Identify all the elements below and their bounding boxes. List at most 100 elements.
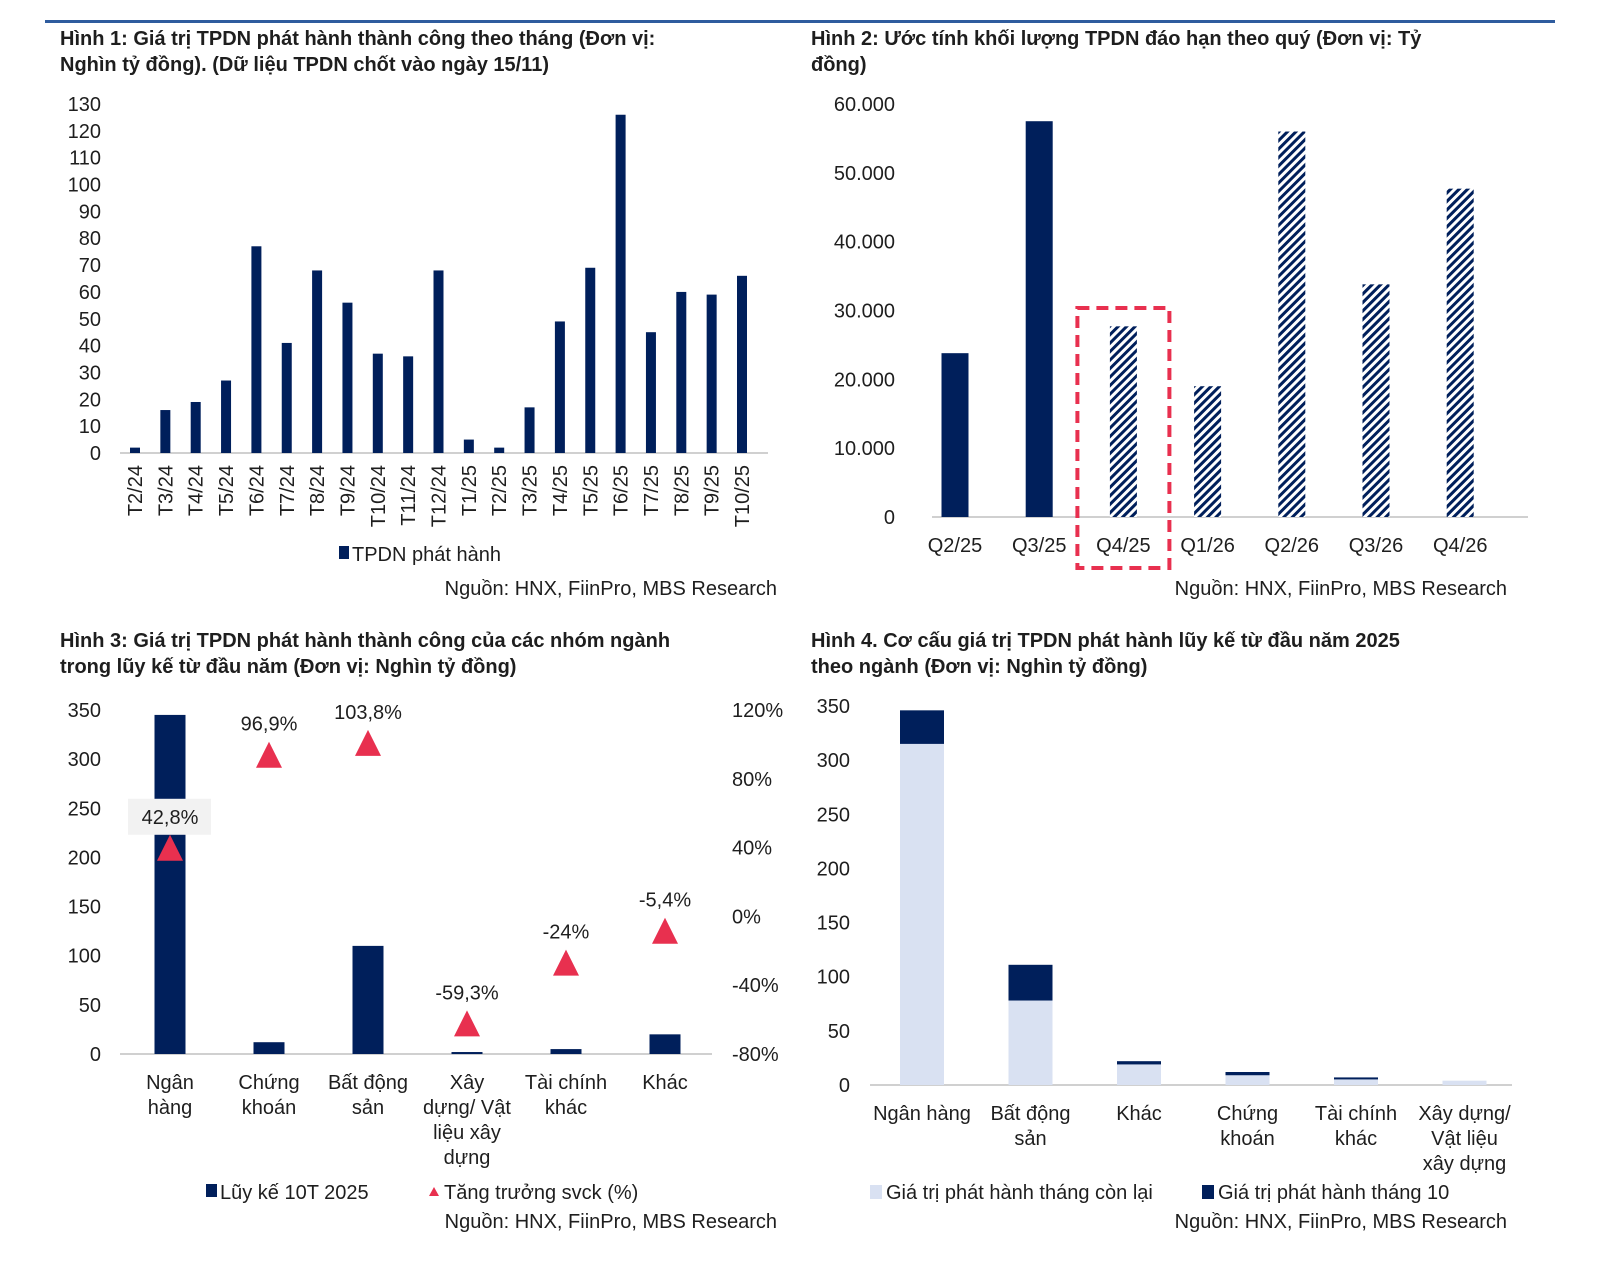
fig2-bar xyxy=(1362,284,1390,517)
fig3-y-right-tick-label: 40% xyxy=(732,838,772,860)
fig4-source: Nguồn: HNX, FiinPro, MBS Research xyxy=(1174,1211,1507,1233)
fig2-x-tick-label: Q1/26 xyxy=(1180,535,1234,557)
fig1-y-tick-label: 70 xyxy=(79,255,101,277)
fig3-x-tick-label: Bất động xyxy=(328,1072,408,1094)
fig4-y-tick-label: 50 xyxy=(828,1021,850,1043)
fig1-x-tick-label: T2/25 xyxy=(489,465,511,516)
fig1-bar xyxy=(130,447,140,453)
fig4-x-tick-label: Ngân hàng xyxy=(873,1103,971,1125)
fig3-chart: 0 50 100 150 200 250 300 350 -80% -40% 0% 40% 80% 120… xyxy=(68,700,784,1204)
fig1-bar xyxy=(706,294,717,453)
fig3-data-label-bg xyxy=(128,798,211,835)
fig4-x-tick-label: khoán xyxy=(1220,1128,1275,1150)
fig4-y-tick-label: 250 xyxy=(817,804,850,826)
fig4-y-tick-label: 150 xyxy=(817,913,850,935)
fig2-y-tick-label: 40.000 xyxy=(834,232,895,254)
fig2-bar xyxy=(1194,386,1222,517)
fig1-x-tick-label: T10/24 xyxy=(368,465,390,527)
fig1-title: Hình 1: Giá trị TPDN phát hành thành côn… xyxy=(60,26,780,78)
fig3-bar xyxy=(550,1049,582,1054)
fig4-bar-october xyxy=(1225,1072,1270,1076)
fig2-title: Hình 2: Ước tính khối lượng TPDN đáo hạn… xyxy=(811,26,1531,78)
fig2-y-tick-label: 60.000 xyxy=(834,94,895,116)
fig4-legend-swatch-remaining xyxy=(870,1185,882,1199)
fig1-x-tick-label: T3/24 xyxy=(155,465,177,516)
fig3-x-tick-label: Chứng xyxy=(238,1072,299,1094)
fig1-x-tick-label: T8/24 xyxy=(307,465,329,516)
fig4-legend-swatch-october xyxy=(1202,1185,1214,1199)
fig1-x-tick-label: T11/24 xyxy=(398,465,420,526)
fig1-legend-label: TPDN phát hành xyxy=(352,544,501,566)
fig2-x-tick-label: Q4/25 xyxy=(1096,535,1150,557)
fig3-x-tick-label: Tài chính xyxy=(525,1072,607,1094)
fig1-x-tick-label: T5/25 xyxy=(580,465,602,516)
fig3-legend-swatch-bar xyxy=(206,1184,217,1197)
fig1-bar xyxy=(433,270,444,453)
fig1-x-tick-label: T8/25 xyxy=(671,465,693,516)
fig1-y-tick-label: 0 xyxy=(90,443,101,465)
fig1-x-tick-label: T10/25 xyxy=(732,465,754,527)
fig3-growth-marker xyxy=(256,741,282,768)
fig1-bar xyxy=(160,410,171,453)
fig3-x-tick-label: dựng/ Vật xyxy=(423,1097,511,1119)
fig1-bar xyxy=(190,401,201,453)
fig4-title: Hình 4. Cơ cấu giá trị TPDN phát hành lũ… xyxy=(811,628,1531,680)
fig1-x-tick-label: T1/25 xyxy=(459,465,481,516)
fig1-x-tick-label: T7/24 xyxy=(277,465,299,516)
fig3-legend-label: Lũy kế 10T 2025 xyxy=(220,1182,369,1204)
fig4-y-tick-label: 200 xyxy=(817,858,850,880)
fig1-bar xyxy=(585,267,596,453)
fig4-x-tick-label: Tài chính xyxy=(1315,1103,1397,1125)
fig4-y-tick-label: 100 xyxy=(817,967,850,989)
fig1-x-tick-label: T5/24 xyxy=(216,465,238,516)
fig1-y-tick-label: 60 xyxy=(79,282,101,304)
fig1-bar xyxy=(615,114,626,453)
fig1-x-tick-label: T12/24 xyxy=(429,465,451,527)
fig1-source: Nguồn: HNX, FiinPro, MBS Research xyxy=(444,578,777,600)
fig1-x-tick-label: T4/25 xyxy=(550,465,572,516)
page-top-rule xyxy=(45,20,1555,23)
fig4-title-line: Hình 4. Cơ cấu giá trị TPDN phát hành lũ… xyxy=(811,630,1400,652)
fig2-bar xyxy=(941,353,969,517)
fig4-bar-october xyxy=(1334,1077,1378,1080)
fig2-y-tick-label: 0 xyxy=(884,507,895,529)
fig1-bar xyxy=(463,439,474,453)
fig1-bar xyxy=(403,356,414,453)
fig4-bar-october xyxy=(1008,964,1053,1001)
fig1-bar xyxy=(554,321,565,453)
fig3-data-label: -24% xyxy=(543,922,590,944)
fig3-y-right-tick-label: 0% xyxy=(732,906,761,928)
fig2-x-tick-label: Q3/25 xyxy=(1012,535,1066,557)
fig1-y-tick-label: 110 xyxy=(69,148,101,170)
fig3-x-tick-label: khoán xyxy=(242,1097,297,1119)
fig3-y-right-tick-label: 120% xyxy=(732,700,783,722)
fig1-x-tick-label: T9/24 xyxy=(337,465,359,516)
fig1-x-tick-label: T6/25 xyxy=(611,465,633,516)
fig1-y-tick-label: 90 xyxy=(79,201,101,223)
fig4-bar-remaining xyxy=(1225,1075,1270,1085)
fig3-legend-swatch-marker xyxy=(429,1187,439,1196)
fig2-title-line: đồng) xyxy=(811,54,867,76)
fig3-y-right-tick-label: -40% xyxy=(732,975,779,997)
fig3-y-left-tick-label: 250 xyxy=(68,798,101,820)
fig3-x-tick-label: Xây xyxy=(450,1072,484,1094)
fig1-bar xyxy=(494,447,505,453)
fig3-y-left-tick-label: 0 xyxy=(90,1044,101,1066)
fig3-growth-marker xyxy=(454,1010,480,1037)
fig3-data-label: -59,3% xyxy=(435,982,499,1004)
fig1-y-tick-label: 130 xyxy=(68,94,101,116)
fig3-growth-marker xyxy=(157,834,183,861)
fig4-legend-label: Giá trị phát hành tháng còn lại xyxy=(886,1182,1153,1204)
fig1-bar xyxy=(737,275,747,453)
fig4-chart: 0 50 100 150 200 250 300 350 Ngân hàng Bất động sả… xyxy=(817,696,1512,1204)
fig3-data-label: 103,8% xyxy=(334,702,402,724)
fig3-bar xyxy=(154,714,186,1054)
fig1-bar xyxy=(281,342,292,453)
fig2-highlight-box xyxy=(1075,306,1172,570)
fig4-title-line: theo ngành (Đơn vị: Nghìn tỷ đồng) xyxy=(811,656,1148,678)
fig3-x-tick-label: Ngân xyxy=(146,1072,194,1094)
fig2-chart: 0 10.000 20.000 30.000 40.000 50.000 60.000 Q2/… xyxy=(834,94,1528,570)
fig3-y-left-tick-label: 150 xyxy=(68,897,101,919)
fig1-title-line: Hình 1: Giá trị TPDN phát hành thành côn… xyxy=(60,28,656,50)
